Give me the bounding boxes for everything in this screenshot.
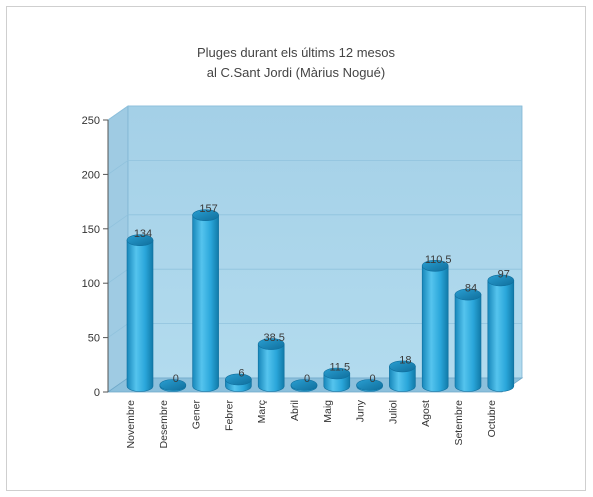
bar-top: [421, 259, 449, 272]
bar-març: [257, 338, 285, 392]
bar-body: [487, 280, 515, 392]
bar-body: [126, 239, 154, 392]
value-label: 97: [498, 268, 510, 280]
category-label: Gener: [191, 400, 203, 430]
gridline-side: [107, 268, 129, 284]
gridline-side: [107, 323, 129, 338]
category-label: Juny: [355, 399, 367, 422]
y-tick-label: 200: [82, 169, 100, 181]
bar-desembre: [159, 379, 187, 392]
chart-title-block: Pluges durant els últims 12 mesos al C.S…: [7, 43, 585, 83]
bar-gener: [192, 209, 219, 392]
category-label: Desembre: [158, 400, 170, 449]
bar-body: [389, 366, 416, 392]
bar-top: [356, 379, 383, 391]
bar-top: [323, 367, 351, 380]
bar-top: [389, 360, 416, 373]
bar-top: [290, 379, 318, 391]
bar-top: [126, 234, 154, 247]
category-label: Novembre: [125, 400, 137, 449]
category-label: Setembre: [453, 400, 465, 446]
gridline-side: [107, 105, 129, 121]
bar-octubre: [487, 274, 515, 392]
category-label: Juliol: [387, 400, 399, 424]
y-tick-label: 150: [82, 224, 100, 236]
y-tick-label: 100: [82, 278, 100, 290]
chart-title: Pluges durant els últims 12 mesos: [197, 45, 395, 60]
value-label: 110.5: [425, 254, 452, 266]
y-tick-label: 0: [94, 387, 100, 399]
bar-novembre: [126, 234, 154, 392]
category-label: Agost: [420, 400, 432, 427]
bar-agost: [421, 259, 449, 392]
bar-body: [192, 214, 219, 392]
category-label: Maig: [322, 400, 334, 423]
gridline-side: [107, 160, 129, 175]
category-label: Febrer: [223, 400, 235, 431]
value-label: 157: [199, 203, 217, 215]
bar-body: [454, 294, 482, 392]
bar-body: [257, 343, 285, 392]
bar-juny: [356, 379, 383, 392]
value-label: 11.5: [330, 361, 351, 373]
bar-top: [257, 338, 285, 350]
value-label: 0: [173, 373, 179, 385]
bar-top: [225, 373, 252, 386]
value-label: 84: [465, 283, 477, 295]
category-label: Març: [256, 400, 268, 423]
bar-body: [421, 265, 449, 392]
y-tick-label: 250: [82, 115, 100, 127]
bar-top: [159, 379, 187, 391]
category-label: Abril: [289, 400, 301, 421]
bar-top: [192, 209, 219, 221]
value-label: 134: [134, 228, 152, 240]
gridline-side: [107, 214, 129, 230]
value-label: 18: [399, 354, 411, 366]
bar-top: [487, 274, 515, 287]
bar-abril: [290, 379, 318, 392]
left-wall: [107, 105, 129, 393]
category-label: Octubre: [486, 400, 498, 438]
bar-setembre: [454, 288, 482, 392]
bar-febrer: [225, 373, 252, 392]
bar-juliol: [389, 360, 416, 392]
bar-maig: [323, 367, 351, 392]
value-label: 6: [238, 367, 244, 379]
value-label: 38.5: [263, 332, 284, 344]
y-tick-label: 50: [88, 333, 100, 345]
value-label: 0: [304, 373, 310, 385]
chart-subtitle: al C.Sant Jordi (Màrius Nogué): [206, 65, 386, 80]
bar-top: [454, 288, 482, 301]
value-label: 0: [370, 373, 376, 385]
